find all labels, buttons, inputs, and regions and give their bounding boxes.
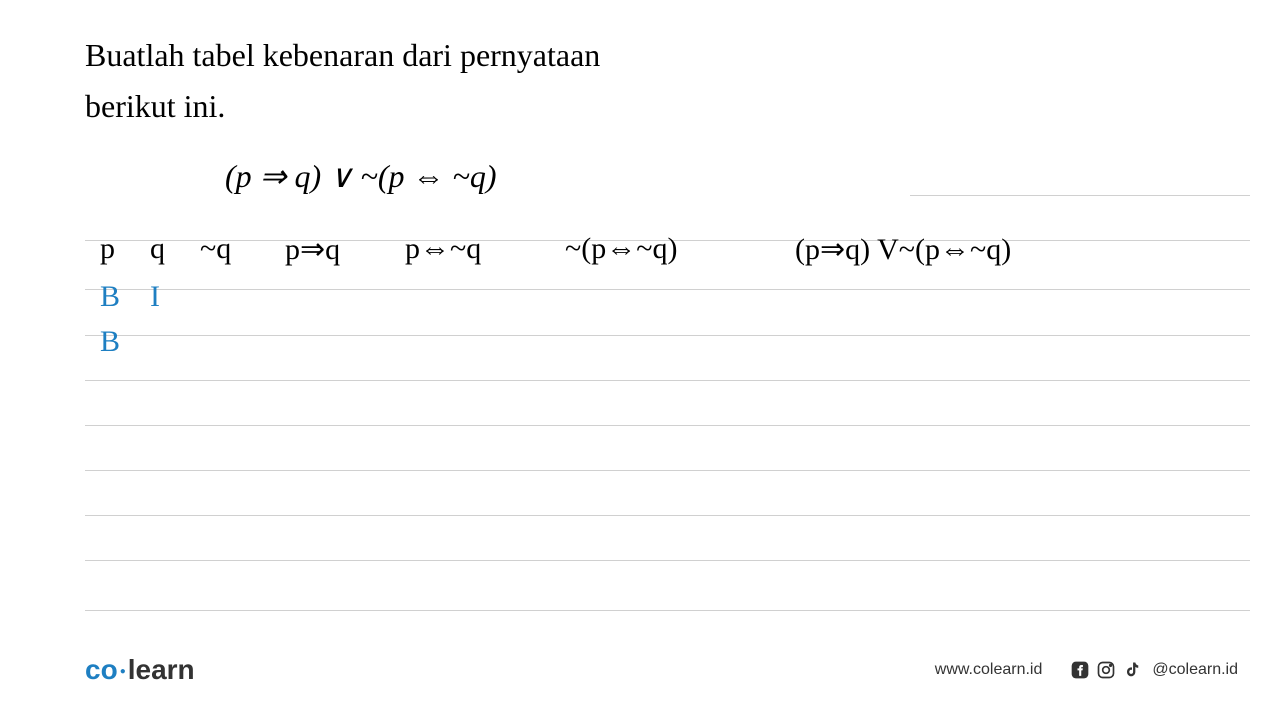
tiktok-icon [1122,660,1142,680]
logo-co: co [85,654,118,685]
footer-right: www.colearn.id @colearn.id [935,660,1238,680]
social-handle: @colearn.id [1152,661,1238,679]
table-header-final: (p⇒q) V~(p⇔~q) [795,232,1011,267]
table-header-notq: ~q [200,232,231,266]
instruction-text: Buatlah tabel kebenaran dari pernyataan … [85,30,1195,132]
rule-line [910,195,1250,196]
facebook-icon [1070,660,1090,680]
table-header-pimpq: p⇒q [285,232,340,267]
rule-line [85,335,1250,336]
formula-expression: (p ⇒ q) ∨ ~(p ⇔ ~q) [85,157,1195,195]
social-links: @colearn.id [1070,660,1238,680]
brand-logo: co●learn [85,654,195,686]
table-header-p: p [100,232,115,266]
logo-dot: ● [118,666,128,677]
rule-line [85,425,1250,426]
rule-line [85,289,1250,290]
table-cell-r1-p: B [100,280,120,314]
table-cell-r1-q: I [150,280,160,314]
rule-line [85,610,1250,611]
rule-line [85,515,1250,516]
table-cell-r2-p: B [100,325,120,359]
logo-learn: learn [128,654,195,685]
rule-line [85,470,1250,471]
rule-line [85,380,1250,381]
instruction-line1: Buatlah tabel kebenaran dari pernyataan [85,37,600,73]
table-header-q: q [150,232,165,266]
instruction-line2: berikut ini. [85,88,225,124]
table-header-notpiffnotq: ~(p⇔~q) [565,232,677,266]
instagram-icon [1096,660,1116,680]
footer: co●learn www.colearn.id @colearn.id [0,645,1280,695]
table-header-piffnotq: p⇔~q [405,232,481,266]
website-url: www.colearn.id [935,661,1043,679]
rule-line [85,560,1250,561]
